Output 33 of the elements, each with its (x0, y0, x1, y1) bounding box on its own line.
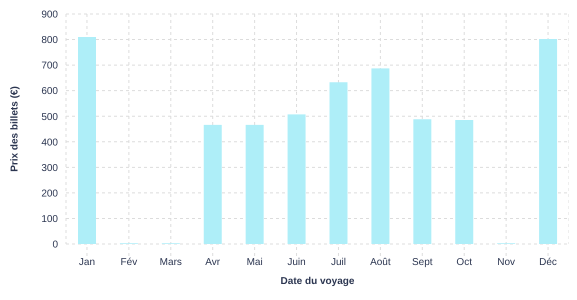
x-axis-title: Date du voyage (280, 276, 355, 287)
x-tick-label: Jan (78, 257, 96, 268)
x-tick-label: Juin (287, 257, 306, 268)
x-tick-label: Juil (330, 257, 346, 268)
y-tick-label: 0 (52, 240, 58, 251)
y-tick-label: 800 (41, 35, 58, 46)
x-tick-label: Avr (205, 257, 221, 268)
y-tick-label: 400 (41, 137, 58, 148)
bar (288, 114, 306, 244)
bar (455, 120, 474, 244)
x-tick-label: Déc (539, 257, 557, 268)
bar (78, 37, 96, 244)
y-tick-label: 200 (41, 188, 58, 200)
y-tick-label: 300 (41, 162, 58, 174)
y-axis-title: Prix des billets (€) (10, 86, 21, 172)
x-tick-label: Sept (412, 257, 433, 268)
y-tick-label: 600 (41, 86, 58, 98)
bar (413, 119, 432, 244)
bar (246, 124, 264, 244)
bar (539, 39, 558, 244)
bar (204, 124, 222, 244)
bar (330, 82, 348, 244)
x-tick-label: Août (370, 257, 391, 268)
y-tick-label: 700 (41, 60, 58, 72)
bar (371, 68, 390, 244)
x-tick-label: Nov (497, 257, 516, 268)
x-tick-label: Mai (246, 257, 263, 268)
y-tick-label: 100 (41, 214, 58, 225)
y-tick-label: 500 (41, 112, 58, 123)
x-tick-label: Oct (456, 257, 472, 268)
y-tick-label: 900 (41, 10, 58, 21)
x-tick-label: Mars (160, 257, 182, 268)
x-tick-label: Fév (120, 257, 138, 268)
